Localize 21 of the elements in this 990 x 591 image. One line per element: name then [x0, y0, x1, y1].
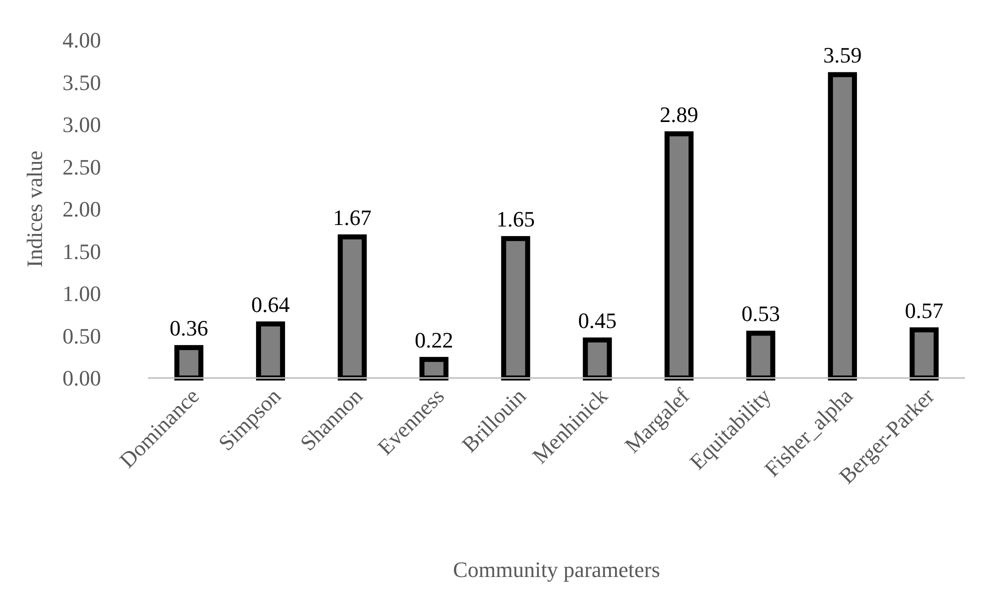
y-tick-label: 3.50: [62, 70, 101, 95]
data-label: 2.89: [660, 102, 698, 127]
y-tick-label: 1.00: [62, 281, 101, 306]
data-label: 0.36: [170, 316, 208, 341]
y-tick-label: 0.00: [62, 366, 101, 391]
data-label: 0.57: [904, 298, 944, 323]
y-tick-label: 2.50: [62, 154, 101, 180]
data-label: 0.45: [578, 308, 617, 333]
y-tick-label: 0.50: [62, 323, 101, 348]
x-axis-title: Community parameters: [452, 557, 660, 582]
y-tick-label: 3.00: [62, 112, 101, 138]
data-label: 1.65: [496, 206, 535, 232]
y-tick-label: 1.50: [62, 238, 101, 264]
y-tick-label: 2.00: [62, 196, 101, 222]
y-tick-label: 4.00: [62, 28, 101, 53]
y-axis-title: Indices value: [22, 150, 47, 268]
data-label: 1.67: [333, 204, 372, 230]
data-label: 0.22: [414, 327, 454, 352]
data-label: 0.64: [251, 292, 290, 317]
data-label: 3.59: [823, 42, 862, 68]
data-label: 0.53: [742, 301, 780, 326]
